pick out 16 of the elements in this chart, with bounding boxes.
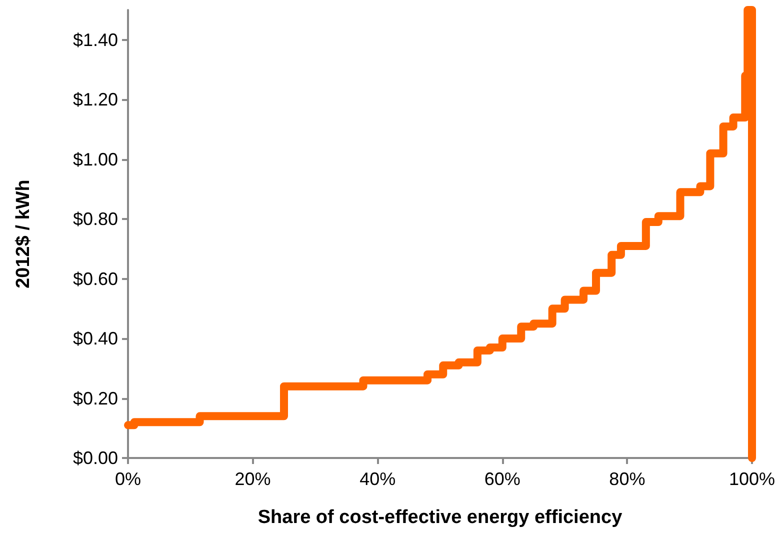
y-axis-title: 2012$ / kWh [13,180,34,288]
y-tick-label: $1.00 [72,149,118,170]
x-tick-label: 20% [234,469,271,489]
x-tick-label: 0% [114,469,142,489]
y-tick-label: $1.40 [72,30,118,50]
y-tick-label: $0.60 [72,268,118,289]
x-axis-title: Share of cost-effective energy efficiency [258,507,623,528]
y-tick-label: $0.20 [72,388,118,408]
x-tick-label: 40% [360,469,396,489]
y-tick-label: $1.20 [72,90,118,110]
x-tick-label: 60% [484,469,520,489]
y-tick-label: $0.80 [72,209,118,230]
y-tick-label: $0.40 [72,328,118,349]
x-tick-label: 100% [728,469,776,489]
y-tick-label: $0.00 [72,448,118,468]
x-tick-label: 80% [609,469,646,489]
